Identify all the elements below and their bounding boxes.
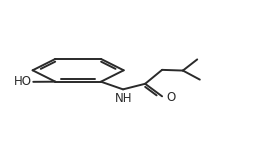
Text: O: O [166, 90, 175, 104]
Text: NH: NH [115, 92, 132, 105]
Text: HO: HO [14, 75, 32, 88]
